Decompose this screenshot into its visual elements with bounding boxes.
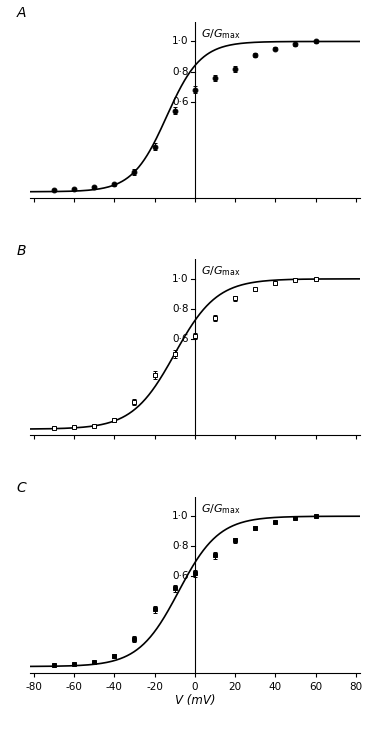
Text: 1·0: 1·0 [172,37,189,47]
Text: 1·0: 1·0 [172,511,189,521]
Text: $G/G_{\mathrm{max}}$: $G/G_{\mathrm{max}}$ [201,27,241,41]
Text: 0·6: 0·6 [172,334,189,344]
Text: $G/G_{\mathrm{max}}$: $G/G_{\mathrm{max}}$ [201,265,241,279]
Text: $G/G_{\mathrm{max}}$: $G/G_{\mathrm{max}}$ [201,502,241,516]
Text: 0·8: 0·8 [172,541,189,551]
Text: 0·6: 0·6 [172,572,189,581]
Text: C: C [16,481,26,495]
Text: 0·8: 0·8 [172,304,189,314]
Text: 0·6: 0·6 [172,96,189,107]
Text: 0·8: 0·8 [172,67,189,77]
Text: A: A [16,6,26,20]
Text: B: B [16,243,26,257]
Text: 1·0: 1·0 [172,274,189,284]
X-axis label: V (mV): V (mV) [174,694,215,708]
